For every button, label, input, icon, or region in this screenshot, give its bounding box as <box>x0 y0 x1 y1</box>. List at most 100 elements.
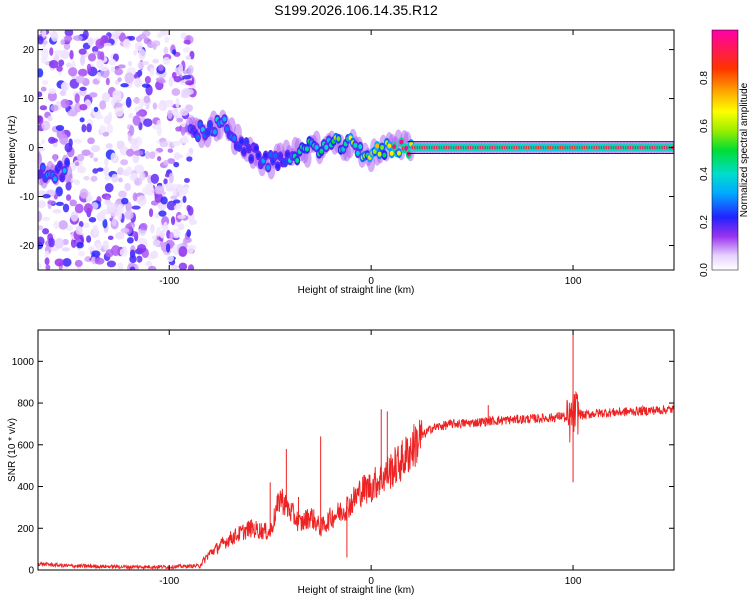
noise-blob <box>59 89 67 97</box>
signal-halo <box>303 149 312 168</box>
noise-blob <box>78 221 84 228</box>
noise-blob <box>66 225 73 232</box>
noise-blob <box>82 30 89 40</box>
signal-core <box>266 165 271 171</box>
noise-blob <box>133 49 138 56</box>
noise-blob <box>82 222 90 228</box>
noise-blob <box>167 158 176 164</box>
noise-blob <box>154 185 165 195</box>
signal-core <box>275 163 280 169</box>
noise-blob <box>149 67 155 77</box>
noise-blob <box>170 195 178 200</box>
noise-blob <box>152 124 161 130</box>
noise-blob <box>165 243 171 253</box>
noise-blob <box>133 177 143 186</box>
signal-core <box>224 126 229 132</box>
noise-blob <box>176 185 184 193</box>
noise-blob <box>178 63 184 75</box>
noise-blob <box>158 79 166 84</box>
noise-blob <box>173 161 180 168</box>
signal-core <box>399 139 404 145</box>
noise-blob <box>90 175 98 182</box>
noise-blob <box>144 150 151 159</box>
noise-blob <box>54 238 64 249</box>
noise-blob <box>38 68 44 78</box>
noise-blob <box>74 259 83 267</box>
noise-blob <box>104 182 114 193</box>
noise-blob <box>62 203 70 213</box>
noise-blob <box>166 255 174 262</box>
noise-blob <box>160 196 168 205</box>
noise-blob <box>186 204 191 212</box>
noise-blob <box>83 175 90 181</box>
noise-blob <box>132 115 141 126</box>
noise-blob <box>41 120 51 131</box>
signal-core <box>212 129 217 135</box>
signal-core <box>62 168 67 174</box>
noise-blob <box>131 205 141 210</box>
signal-core <box>241 149 246 155</box>
noise-blob <box>74 203 84 214</box>
noise-blob <box>99 100 107 110</box>
noise-blob <box>150 223 155 234</box>
noise-blob <box>101 92 111 103</box>
noise-blob <box>174 154 184 159</box>
signal-core <box>304 146 309 152</box>
colorbar-tick-label: 0.6 <box>699 119 710 133</box>
noise-blob <box>152 58 160 64</box>
snr-y-tick-label: 800 <box>17 399 34 410</box>
noise-blob <box>73 138 82 144</box>
snr-x-tick-label: 0 <box>368 576 374 587</box>
noise-blob <box>70 211 79 222</box>
noise-blob <box>125 96 132 108</box>
signal-core <box>52 176 57 182</box>
signal-core <box>358 144 363 150</box>
noise-blob <box>111 173 119 183</box>
noise-blob <box>157 103 165 110</box>
signal-core <box>355 150 360 156</box>
signal-core <box>65 160 70 166</box>
noise-blob <box>53 49 64 56</box>
noise-blob <box>75 225 83 235</box>
noise-blob <box>127 60 132 67</box>
snr-line-layer <box>38 330 674 570</box>
noise-blob <box>183 185 189 194</box>
noise-blob <box>125 201 132 212</box>
noise-blob <box>143 95 151 104</box>
noise-blob <box>167 148 174 153</box>
noise-blob <box>76 241 84 249</box>
noise-blob <box>106 260 117 268</box>
noise-blob <box>95 242 102 251</box>
noise-blob <box>62 257 72 267</box>
noise-blob <box>117 203 124 215</box>
noise-blob <box>40 86 47 92</box>
noise-blob <box>88 217 97 223</box>
noise-blob <box>74 161 80 167</box>
noise-blob <box>87 37 94 46</box>
noise-blob <box>180 122 187 128</box>
noise-blob <box>176 117 184 123</box>
signal-core <box>377 151 382 157</box>
snr-y-axis-title: SNR (10 * v/v) <box>7 418 18 482</box>
signal-core <box>278 153 283 159</box>
noise-blob <box>64 142 73 153</box>
noise-blob <box>96 71 102 81</box>
noise-blob <box>48 60 59 69</box>
signal-core <box>205 130 210 136</box>
noise-blob <box>79 86 87 91</box>
noise-blob <box>40 47 47 53</box>
noise-blob <box>96 167 104 172</box>
noise-blob <box>87 137 95 145</box>
noise-blob <box>139 172 146 181</box>
signal-core <box>57 162 62 168</box>
noise-blob <box>67 67 78 77</box>
noise-blob <box>123 38 131 49</box>
noise-blob <box>49 47 54 56</box>
noise-blob <box>81 149 91 156</box>
noise-blob <box>102 240 110 251</box>
spectrogram-y-tick-label: 10 <box>23 94 35 105</box>
signal-core <box>40 165 45 171</box>
noise-blob <box>93 157 99 162</box>
noise-blob <box>138 33 147 40</box>
